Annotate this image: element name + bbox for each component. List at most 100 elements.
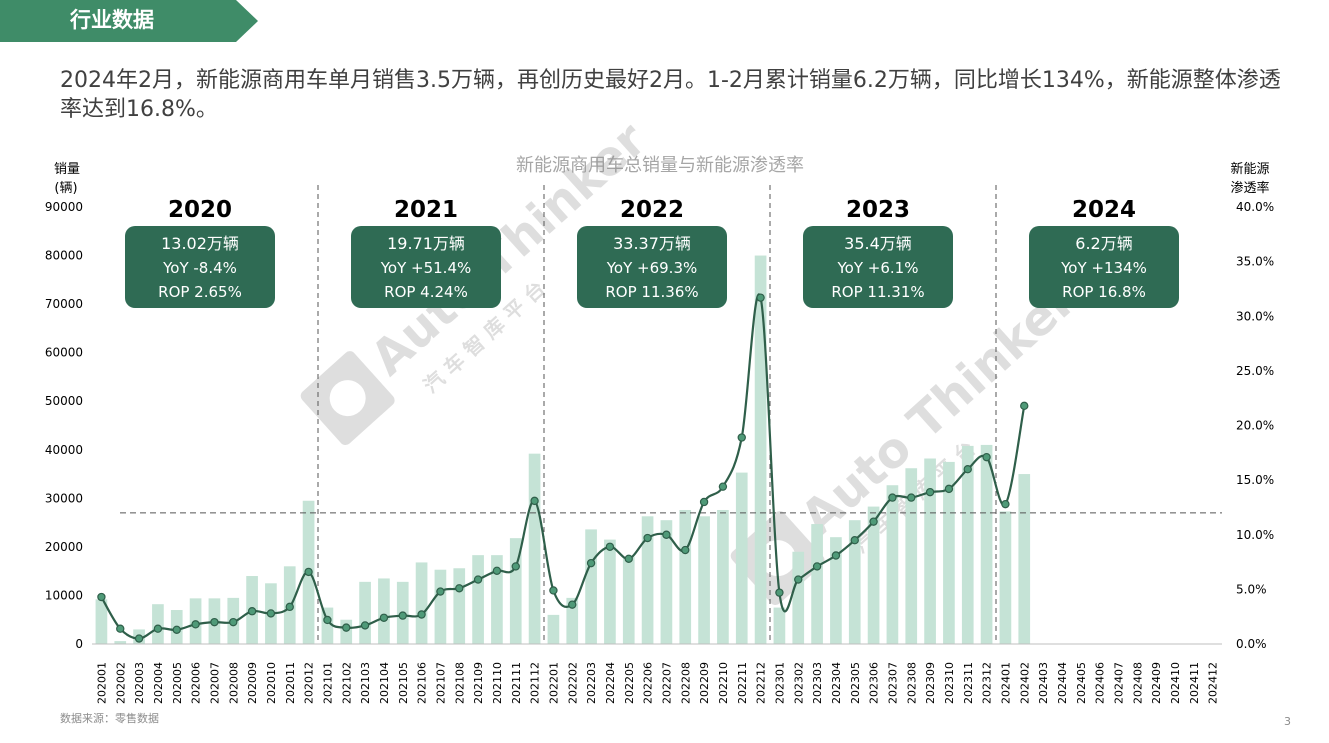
line-point [963, 465, 972, 474]
line-point [794, 575, 803, 584]
line-point [699, 497, 709, 507]
bar [641, 516, 654, 644]
line-point [549, 586, 558, 595]
x-tick-label: 202408 [1131, 662, 1144, 704]
watermark-logo-icon [300, 351, 395, 446]
bar [340, 619, 353, 644]
bar [961, 445, 974, 644]
x-tick-label: 202205 [623, 662, 636, 704]
x-tick-label: 202009 [246, 662, 259, 704]
line-point [266, 609, 276, 618]
line-point [831, 551, 841, 560]
x-tick-label: 202004 [152, 662, 165, 704]
x-tick-label: 202208 [679, 662, 692, 704]
line-point [417, 610, 426, 619]
bar [415, 562, 428, 644]
bar [830, 537, 842, 644]
x-tick-label: 202005 [171, 662, 184, 704]
y2-tick-label: 15.0% [1236, 473, 1274, 487]
line-point [775, 588, 784, 597]
line-point [436, 587, 445, 596]
year-rop: ROP 11.31% [831, 283, 924, 301]
line-point [1001, 499, 1010, 509]
line-point [869, 517, 878, 526]
bar [528, 453, 541, 644]
bar [886, 485, 899, 644]
data-source-note: 数据来源：零售数据 [60, 712, 159, 725]
line-point [530, 496, 539, 506]
line-point [907, 493, 916, 502]
x-tick-label: 202107 [434, 662, 447, 704]
x-tick-label: 202410 [1169, 662, 1182, 704]
bar [698, 516, 710, 644]
year-volume: 13.02万辆 [161, 234, 239, 253]
line-point [153, 624, 163, 633]
bar [585, 529, 597, 644]
y2-tick-label: 40.0% [1236, 200, 1274, 214]
bar [152, 604, 164, 644]
x-tick-label: 202006 [190, 662, 203, 704]
x-tick-label: 202404 [1056, 662, 1069, 704]
line-point [624, 554, 633, 563]
bar [95, 599, 108, 644]
y-axis-label: 销量 [54, 162, 80, 177]
bar [378, 578, 390, 644]
line-point [304, 567, 313, 577]
year-rop: ROP 16.8% [1062, 283, 1146, 301]
y-tick-label: 10000 [45, 588, 83, 602]
x-tick-label: 202211 [736, 662, 749, 704]
y2-tick-label: 25.0% [1236, 364, 1274, 378]
bar [359, 581, 371, 644]
line-point [134, 634, 144, 643]
bar [905, 468, 918, 644]
x-tick-label: 202312 [981, 662, 994, 704]
x-tick-label: 202406 [1094, 662, 1107, 704]
y2-tick-label: 10.0% [1236, 528, 1274, 542]
x-tick-label: 202405 [1075, 662, 1088, 704]
year-summary-box [1029, 226, 1179, 308]
year-label: 2022 [620, 197, 684, 223]
x-tick-label: 202204 [604, 662, 617, 704]
watermark-text: Auto Thinker [790, 272, 1087, 547]
x-tick-label: 202010 [265, 662, 278, 704]
line-point [756, 293, 765, 302]
line-point [643, 533, 652, 543]
year-yoy: YoY +51.4% [380, 259, 472, 277]
x-tick-label: 202108 [453, 662, 466, 704]
bar [566, 597, 579, 644]
x-tick-label: 202304 [830, 662, 843, 704]
x-tick-label: 202301 [773, 662, 786, 704]
line-point [191, 620, 200, 629]
line-point [247, 607, 257, 616]
x-tick-label: 202111 [510, 662, 523, 704]
bar [1018, 474, 1031, 644]
bar [114, 641, 127, 644]
year-rop: ROP 11.36% [605, 283, 698, 301]
y2-axis-label: 新能源 [1230, 161, 1269, 177]
bar [735, 472, 748, 644]
year-yoy: YoY +69.3% [606, 259, 698, 277]
watermark-logo-icon [759, 540, 796, 577]
x-tick-label: 202409 [1150, 662, 1163, 704]
bar [453, 568, 466, 644]
x-tick-label: 202308 [905, 662, 918, 704]
x-tick-label: 202401 [999, 662, 1012, 704]
x-tick-label: 202102 [340, 662, 353, 704]
x-tick-label: 202309 [924, 662, 937, 704]
bar [472, 555, 484, 644]
line-point [511, 562, 520, 571]
year-volume: 35.4万辆 [844, 234, 912, 253]
y-tick-label: 0 [75, 637, 83, 651]
x-tick-label: 202001 [95, 662, 108, 704]
bar [980, 444, 993, 644]
year-summary-box [351, 226, 501, 308]
line-point [323, 615, 332, 625]
x-tick-label: 202306 [868, 662, 881, 704]
bar [773, 607, 786, 644]
y-tick-label: 60000 [45, 346, 83, 360]
x-tick-label: 202110 [491, 662, 504, 704]
y-tick-label: 30000 [45, 491, 83, 505]
bar [943, 461, 955, 644]
y-tick-label: 80000 [45, 249, 83, 263]
y-tick-label: 90000 [45, 200, 83, 214]
